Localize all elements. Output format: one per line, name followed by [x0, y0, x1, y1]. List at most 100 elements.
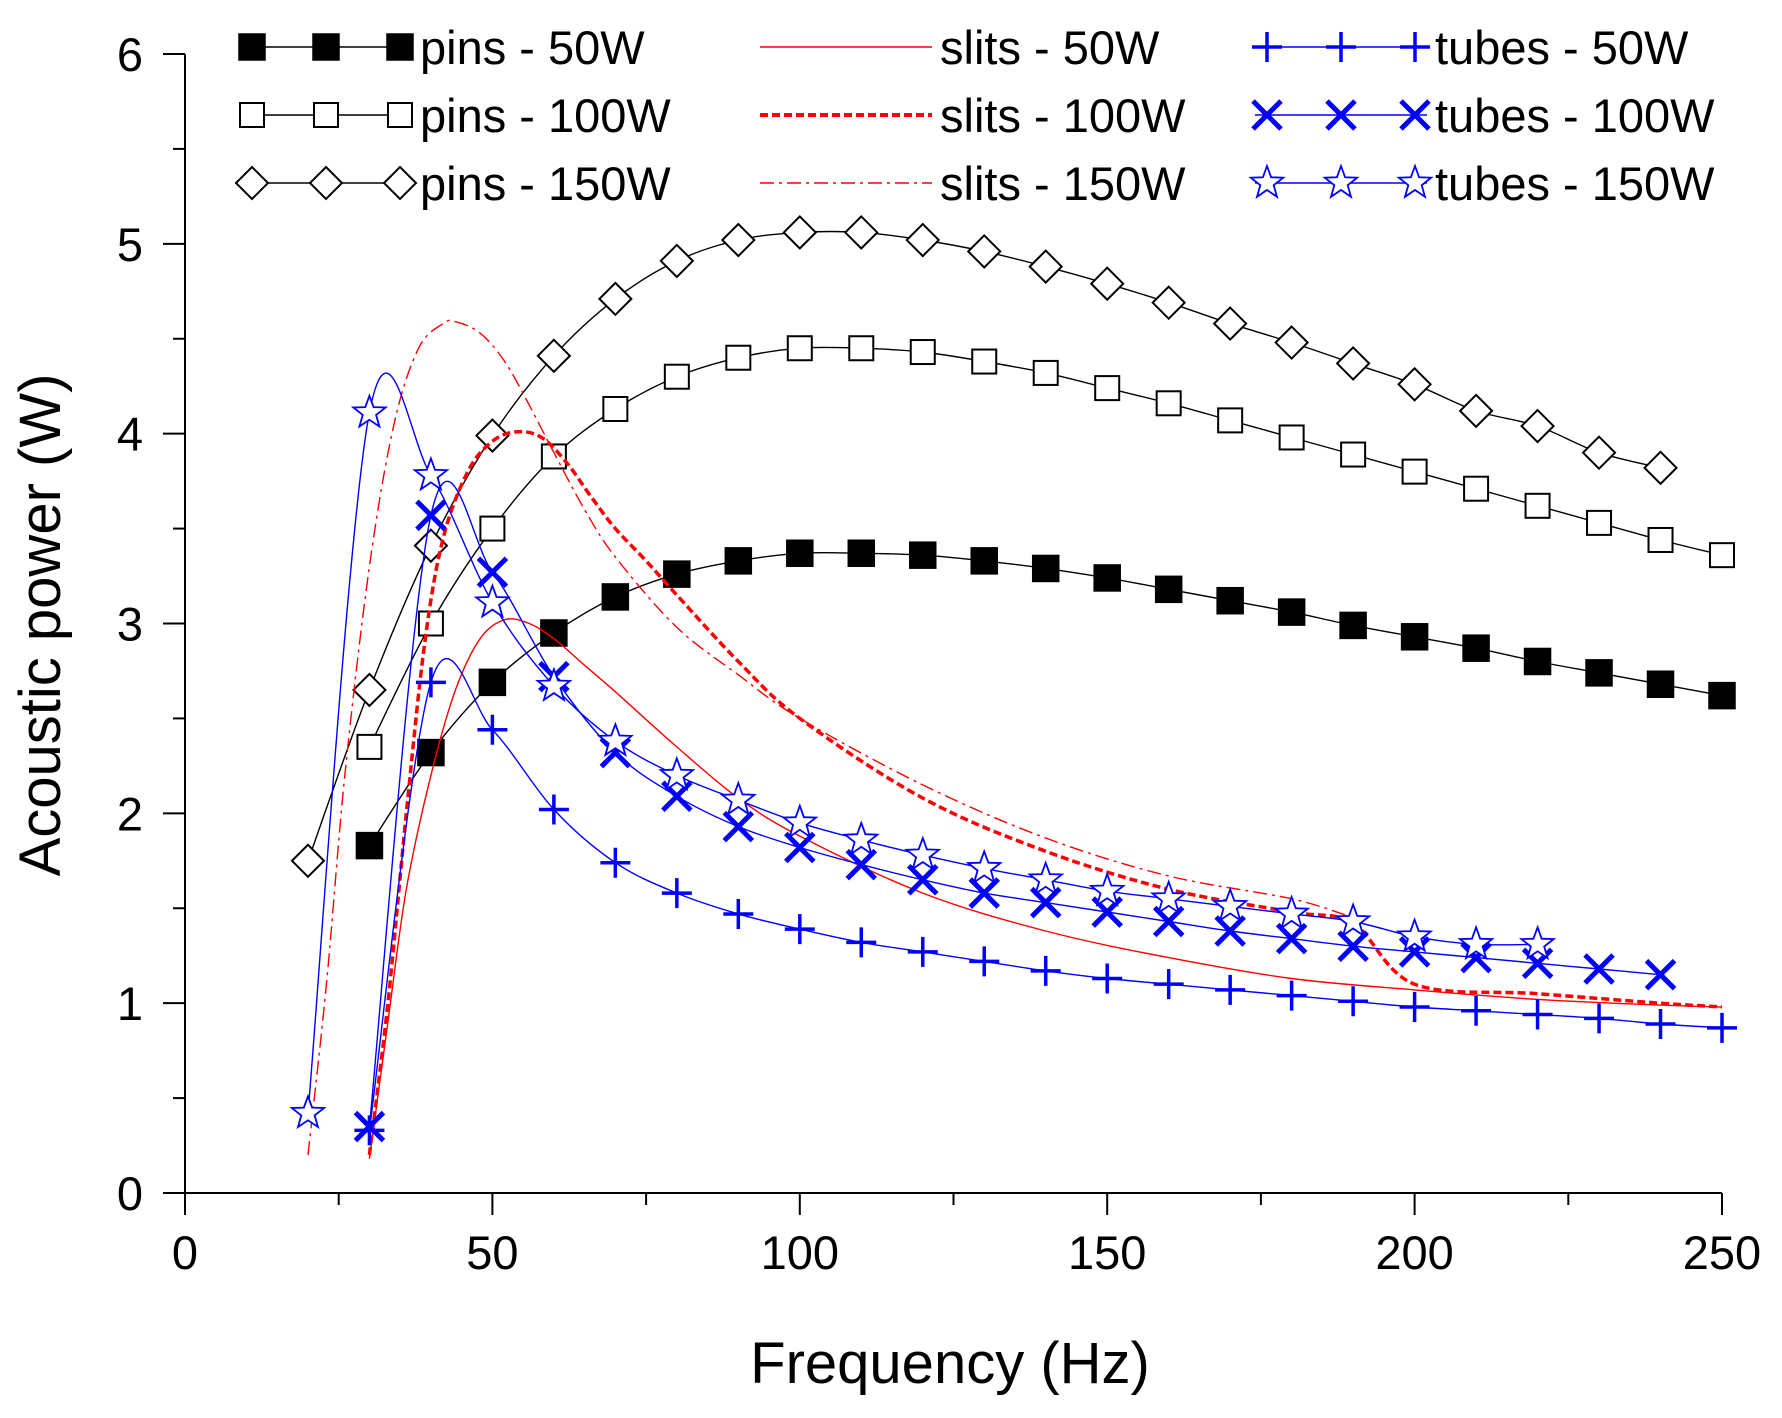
data-point [1461, 995, 1492, 1026]
data-point [1395, 917, 1434, 953]
data-point [1217, 407, 1244, 434]
data-point [720, 222, 756, 258]
data-point [1518, 924, 1557, 961]
data-point [719, 780, 758, 816]
data-point [1211, 886, 1249, 923]
data-point [540, 619, 568, 647]
data-point [1094, 375, 1121, 402]
legend-marker [386, 33, 414, 61]
series-line [368, 618, 1723, 1159]
data-point [786, 335, 813, 362]
series-pins-100w [356, 335, 1735, 760]
data-point [1027, 860, 1065, 896]
legend-label: slits - 100W [940, 89, 1186, 142]
data-point [663, 363, 690, 390]
series-line [307, 319, 1354, 1156]
legend-entry: pins - 150W [234, 157, 671, 210]
data-point [1646, 670, 1675, 698]
data-point [352, 672, 387, 708]
data-point [1089, 266, 1125, 302]
data-point [1584, 1003, 1615, 1034]
legend-marker [312, 33, 340, 61]
data-point [971, 348, 998, 375]
data-point [1400, 623, 1429, 651]
data-point [415, 667, 446, 698]
legend-marker [1396, 163, 1434, 199]
legend-label: slits - 150W [940, 157, 1186, 210]
y-tick-label: 1 [117, 977, 143, 1030]
x-tick-label: 200 [1375, 1226, 1453, 1279]
x-tick-label: 250 [1683, 1226, 1761, 1279]
data-point [290, 843, 326, 879]
data-point [905, 222, 941, 258]
data-point [663, 560, 691, 588]
legend-entry: pins - 50W [238, 21, 645, 74]
data-point [1399, 991, 1430, 1022]
data-point [1398, 936, 1431, 968]
legend-label: tubes - 150W [1435, 157, 1715, 210]
legend-marker [382, 165, 418, 201]
data-point [1153, 969, 1184, 1000]
data-point [1031, 554, 1060, 583]
legend-marker [239, 102, 265, 128]
data-point [596, 721, 634, 758]
data-point [1523, 647, 1552, 676]
legend-marker [1326, 32, 1356, 62]
legend-marker [1325, 99, 1357, 131]
plot-axes: 0 50 100 150 200 250 0 1 2 3 4 5 6 [117, 28, 1761, 1279]
data-point [1155, 390, 1182, 417]
data-point [969, 946, 1000, 977]
data-point [1212, 306, 1248, 341]
data-point [1644, 958, 1677, 991]
data-point [1462, 634, 1490, 662]
x-tick-label: 50 [466, 1226, 518, 1279]
series-pins-150w [290, 215, 1678, 879]
data-point [846, 927, 877, 958]
legend-marker [1248, 163, 1286, 199]
data-point [1708, 681, 1736, 710]
data-point [842, 820, 880, 856]
data-point [970, 547, 998, 575]
data-point [784, 914, 815, 945]
data-point [473, 582, 512, 619]
data-point [1216, 586, 1244, 615]
data-point [1586, 509, 1613, 536]
data-point [599, 736, 632, 769]
series-tubes-150w [289, 372, 1557, 1130]
legend-entry: tubes - 50W [1252, 21, 1689, 74]
data-point [1092, 963, 1123, 994]
series-line [367, 429, 1723, 1156]
legend-label: pins - 50W [420, 21, 645, 74]
legend-marker [1399, 99, 1431, 131]
data-point [1149, 879, 1188, 915]
data-point [355, 831, 384, 860]
data-point [1030, 955, 1061, 986]
data-point [1643, 450, 1678, 486]
data-point [417, 610, 444, 637]
data-point [600, 847, 631, 878]
data-point [659, 243, 695, 279]
data-point [968, 877, 1001, 909]
data-point [601, 583, 630, 611]
data-point [1585, 659, 1613, 687]
data-point [906, 864, 939, 896]
data-point [1154, 575, 1183, 604]
data-point [415, 499, 447, 532]
series-line [368, 346, 1723, 748]
x-tick-label: 0 [172, 1226, 198, 1279]
data-point [1088, 871, 1126, 908]
y-tick-label: 6 [117, 28, 143, 81]
data-point [845, 848, 878, 881]
data-point [1458, 393, 1494, 429]
data-point [1520, 408, 1555, 444]
data-point [540, 443, 567, 470]
series-slits-150w [307, 319, 1354, 1156]
data-point [1276, 980, 1307, 1011]
data-point [602, 395, 629, 422]
data-point [478, 668, 507, 697]
data-point [1338, 986, 1369, 1017]
data-point [724, 547, 753, 575]
legend-label: slits - 50W [940, 21, 1160, 74]
data-point [477, 714, 508, 745]
legend-marker [313, 102, 339, 128]
